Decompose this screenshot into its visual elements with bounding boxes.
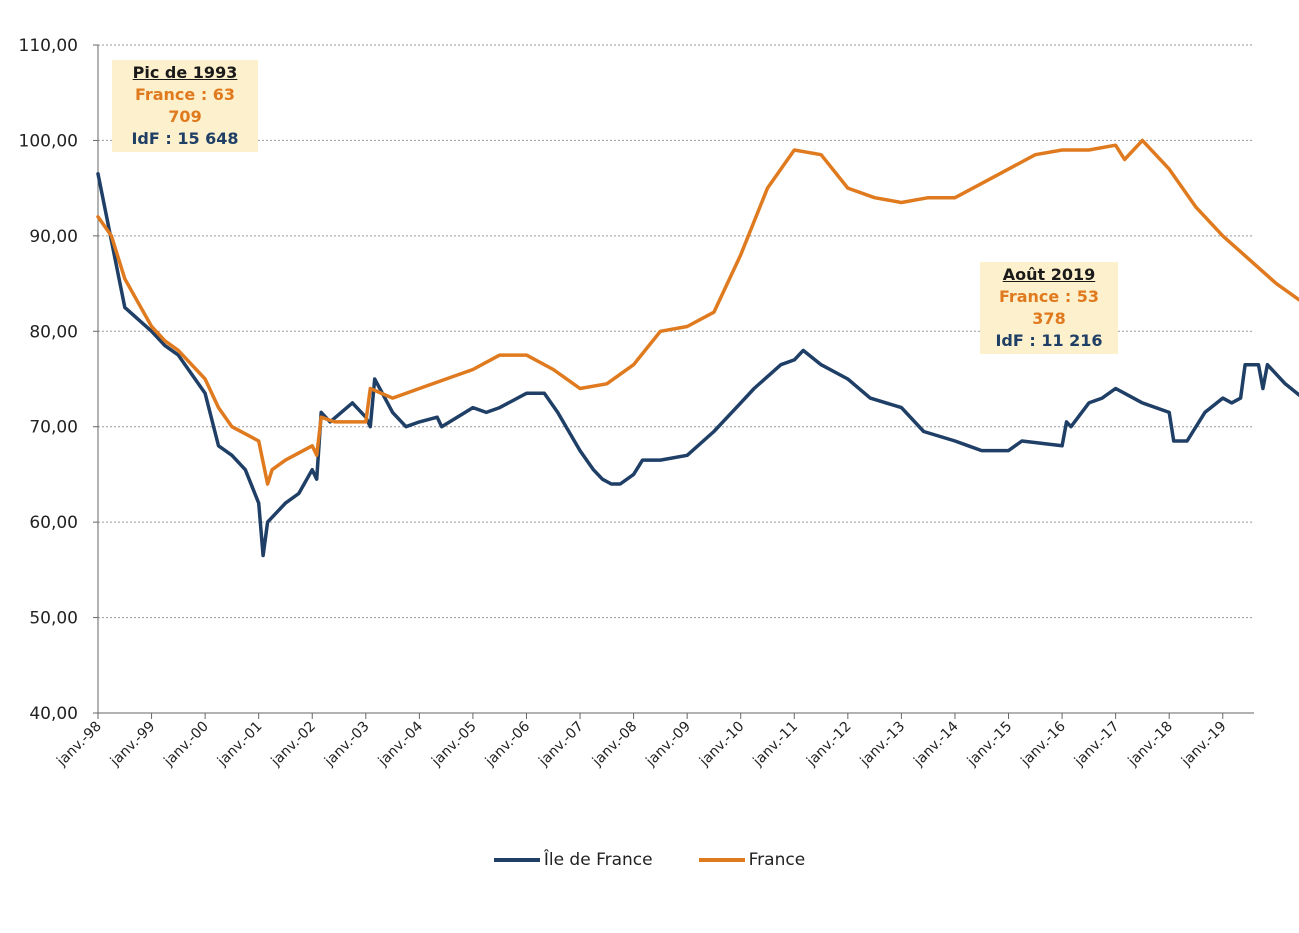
x-tick-label: janv.-02 <box>268 719 320 771</box>
x-tick-label: janv.-04 <box>375 718 427 770</box>
y-tick-label: 100,00 <box>19 131 78 151</box>
y-tick-label: 60,00 <box>29 513 78 533</box>
chart-legend: Île de France France <box>0 850 1299 870</box>
legend-item-france[interactable]: France <box>698 850 806 870</box>
y-tick-label: 50,00 <box>29 609 78 629</box>
x-tick-label: janv.-19 <box>1178 719 1230 771</box>
y-tick-label: 90,00 <box>29 227 78 247</box>
x-tick-label: janv.-00 <box>160 719 212 771</box>
x-tick-label: janv.-17 <box>1071 719 1123 771</box>
peak-callout-idf-value: IdF : 15 648 <box>131 129 239 148</box>
y-tick-label: 110,00 <box>19 36 78 56</box>
gridlines <box>98 44 1254 619</box>
x-tick-label: janv.-10 <box>696 719 748 771</box>
x-tick-label: janv.-01 <box>214 719 266 771</box>
x-tick-label: janv.-12 <box>803 719 855 771</box>
x-tick-label: janv.-03 <box>321 719 373 771</box>
legend-label-france: France <box>748 850 806 870</box>
y-tick-label: 70,00 <box>29 418 78 438</box>
series-lines <box>96 138 1299 558</box>
peak-callout-france-value: France : 63 709 <box>134 85 236 126</box>
latest-callout-idf-value: IdF : 11 216 <box>995 331 1103 350</box>
x-tick-label: janv.-09 <box>642 719 694 771</box>
x-tick-label: janv.-15 <box>964 719 1016 771</box>
x-tick-label: janv.-18 <box>1125 719 1177 771</box>
legend-swatch-idf <box>493 858 540 862</box>
y-tick-label: 40,00 <box>29 704 78 724</box>
legend-swatch-france <box>698 858 745 862</box>
latest-callout-title: Août 2019 <box>1002 265 1096 284</box>
august-2019-callout: Août 2019 France : 53 378 IdF : 11 216 <box>980 262 1118 354</box>
x-tick-label: janv.-08 <box>589 719 641 771</box>
x-tick-label: janv.-16 <box>1017 718 1069 770</box>
legend-item-idf[interactable]: Île de France <box>493 850 653 870</box>
x-tick-label: janv.-07 <box>535 719 587 771</box>
peak-1993-callout: Pic de 1993 France : 63 709 IdF : 15 648 <box>112 60 258 152</box>
x-tick-label: janv.-99 <box>107 719 159 771</box>
x-tick-label: janv.-13 <box>857 719 909 771</box>
x-tick-label: janv.-06 <box>482 718 534 770</box>
legend-label-idf: Île de France <box>543 850 653 870</box>
series-line-france <box>96 138 1299 486</box>
latest-callout-france-value: France : 53 378 <box>998 287 1100 328</box>
x-tick-label: janv.-11 <box>750 719 802 771</box>
y-tick-label: 80,00 <box>29 322 78 342</box>
x-tick-label: janv.-98 <box>53 719 105 771</box>
series-line-ile-de-france <box>96 172 1299 558</box>
x-tick-label: janv.-14 <box>910 718 962 770</box>
peak-callout-title: Pic de 1993 <box>132 63 238 82</box>
x-tick-label: janv.-05 <box>428 719 480 771</box>
